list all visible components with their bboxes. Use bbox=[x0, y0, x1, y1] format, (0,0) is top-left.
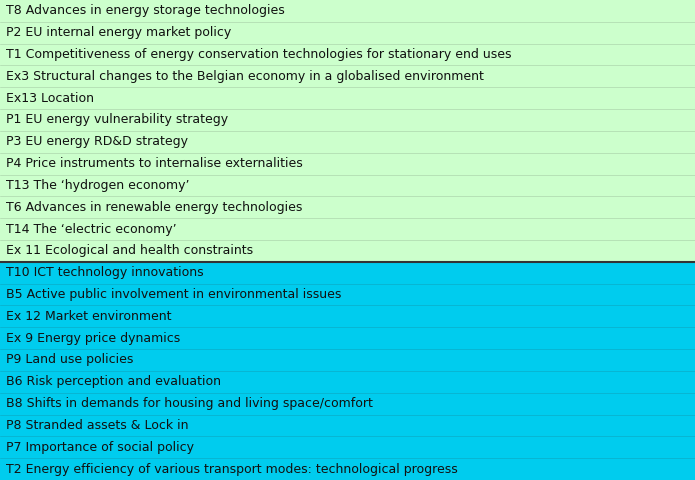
Text: B6 Risk perception and evaluation: B6 Risk perception and evaluation bbox=[6, 375, 220, 388]
Text: T1 Competitiveness of energy conservation technologies for stationary end uses: T1 Competitiveness of energy conservatio… bbox=[6, 48, 511, 61]
Text: T8 Advances in energy storage technologies: T8 Advances in energy storage technologi… bbox=[6, 4, 284, 17]
Text: P4 Price instruments to internalise externalities: P4 Price instruments to internalise exte… bbox=[6, 157, 302, 170]
Text: T6 Advances in renewable energy technologies: T6 Advances in renewable energy technolo… bbox=[6, 201, 302, 214]
Text: B5 Active public involvement in environmental issues: B5 Active public involvement in environm… bbox=[6, 288, 341, 301]
Text: P7 Importance of social policy: P7 Importance of social policy bbox=[6, 441, 194, 454]
Text: T13 The ‘hydrogen economy’: T13 The ‘hydrogen economy’ bbox=[6, 179, 189, 192]
Text: Ex3 Structural changes to the Belgian economy in a globalised environment: Ex3 Structural changes to the Belgian ec… bbox=[6, 70, 484, 83]
Text: B8 Shifts in demands for housing and living space/comfort: B8 Shifts in demands for housing and liv… bbox=[6, 397, 373, 410]
Text: T2 Energy efficiency of various transport modes: technological progress: T2 Energy efficiency of various transpor… bbox=[6, 463, 457, 476]
Text: Ex 12 Market environment: Ex 12 Market environment bbox=[6, 310, 171, 323]
Text: P2 EU internal energy market policy: P2 EU internal energy market policy bbox=[6, 26, 231, 39]
Text: T10 ICT technology innovations: T10 ICT technology innovations bbox=[6, 266, 203, 279]
Text: Ex 11 Ecological and health constraints: Ex 11 Ecological and health constraints bbox=[6, 244, 253, 257]
Text: P1 EU energy vulnerability strategy: P1 EU energy vulnerability strategy bbox=[6, 113, 228, 127]
Text: P3 EU energy RD&D strategy: P3 EU energy RD&D strategy bbox=[6, 135, 188, 148]
Text: P8 Stranded assets & Lock in: P8 Stranded assets & Lock in bbox=[6, 419, 188, 432]
Text: T14 The ‘electric economy’: T14 The ‘electric economy’ bbox=[6, 223, 177, 236]
Text: P9 Land use policies: P9 Land use policies bbox=[6, 353, 133, 367]
Text: Ex13 Location: Ex13 Location bbox=[6, 92, 94, 105]
Bar bbox=[0, 0, 695, 262]
Bar bbox=[0, 262, 695, 480]
Text: Ex 9 Energy price dynamics: Ex 9 Energy price dynamics bbox=[6, 332, 180, 345]
